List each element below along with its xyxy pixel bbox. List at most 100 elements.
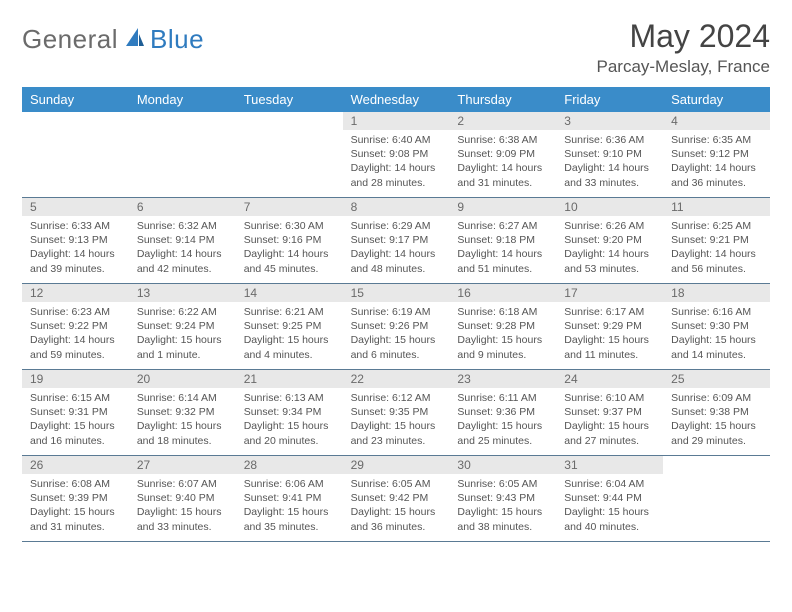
calendar-cell: .: [663, 456, 770, 542]
day-details: Sunrise: 6:16 AMSunset: 9:30 PMDaylight:…: [663, 302, 770, 368]
daylight-line: Daylight: 15 hours and 23 minutes.: [351, 419, 442, 447]
sunrise-line: Sunrise: 6:30 AM: [244, 219, 335, 233]
sunrise-line: Sunrise: 6:09 AM: [671, 391, 762, 405]
calendar-cell: 13Sunrise: 6:22 AMSunset: 9:24 PMDayligh…: [129, 284, 236, 370]
calendar-cell: 21Sunrise: 6:13 AMSunset: 9:34 PMDayligh…: [236, 370, 343, 456]
daylight-line: Daylight: 14 hours and 45 minutes.: [244, 247, 335, 275]
daylight-line: Daylight: 15 hours and 35 minutes.: [244, 505, 335, 533]
sunrise-line: Sunrise: 6:18 AM: [457, 305, 548, 319]
calendar-cell: 5Sunrise: 6:33 AMSunset: 9:13 PMDaylight…: [22, 198, 129, 284]
sunrise-line: Sunrise: 6:23 AM: [30, 305, 121, 319]
sunset-line: Sunset: 9:29 PM: [564, 319, 655, 333]
day-details: Sunrise: 6:33 AMSunset: 9:13 PMDaylight:…: [22, 216, 129, 282]
day-number: 1: [343, 112, 450, 130]
title-block: May 2024 Parcay-Meslay, France: [596, 18, 770, 81]
day-number: 9: [449, 198, 556, 216]
weekday-header: Sunday: [22, 87, 129, 112]
day-details: Sunrise: 6:25 AMSunset: 9:21 PMDaylight:…: [663, 216, 770, 282]
calendar-cell: 20Sunrise: 6:14 AMSunset: 9:32 PMDayligh…: [129, 370, 236, 456]
daylight-line: Daylight: 14 hours and 33 minutes.: [564, 161, 655, 189]
sunset-line: Sunset: 9:13 PM: [30, 233, 121, 247]
day-details: Sunrise: 6:40 AMSunset: 9:08 PMDaylight:…: [343, 130, 450, 196]
sail-icon: [124, 26, 146, 53]
sunset-line: Sunset: 9:20 PM: [564, 233, 655, 247]
calendar-cell: 18Sunrise: 6:16 AMSunset: 9:30 PMDayligh…: [663, 284, 770, 370]
sunset-line: Sunset: 9:41 PM: [244, 491, 335, 505]
day-details: Sunrise: 6:32 AMSunset: 9:14 PMDaylight:…: [129, 216, 236, 282]
sunset-line: Sunset: 9:09 PM: [457, 147, 548, 161]
sunset-line: Sunset: 9:32 PM: [137, 405, 228, 419]
month-title: May 2024: [596, 18, 770, 55]
sunset-line: Sunset: 9:16 PM: [244, 233, 335, 247]
calendar-cell: 6Sunrise: 6:32 AMSunset: 9:14 PMDaylight…: [129, 198, 236, 284]
daylight-line: Daylight: 15 hours and 40 minutes.: [564, 505, 655, 533]
day-details: Sunrise: 6:23 AMSunset: 9:22 PMDaylight:…: [22, 302, 129, 368]
day-details: Sunrise: 6:26 AMSunset: 9:20 PMDaylight:…: [556, 216, 663, 282]
sunrise-line: Sunrise: 6:08 AM: [30, 477, 121, 491]
daylight-line: Daylight: 15 hours and 16 minutes.: [30, 419, 121, 447]
calendar-cell: 28Sunrise: 6:06 AMSunset: 9:41 PMDayligh…: [236, 456, 343, 542]
sunrise-line: Sunrise: 6:32 AM: [137, 219, 228, 233]
sunset-line: Sunset: 9:10 PM: [564, 147, 655, 161]
sunset-line: Sunset: 9:38 PM: [671, 405, 762, 419]
sunset-line: Sunset: 9:21 PM: [671, 233, 762, 247]
day-number: 6: [129, 198, 236, 216]
sunrise-line: Sunrise: 6:17 AM: [564, 305, 655, 319]
daylight-line: Daylight: 14 hours and 31 minutes.: [457, 161, 548, 189]
calendar-cell: 11Sunrise: 6:25 AMSunset: 9:21 PMDayligh…: [663, 198, 770, 284]
sunset-line: Sunset: 9:18 PM: [457, 233, 548, 247]
day-details: Sunrise: 6:13 AMSunset: 9:34 PMDaylight:…: [236, 388, 343, 454]
sunset-line: Sunset: 9:17 PM: [351, 233, 442, 247]
daylight-line: Daylight: 15 hours and 1 minute.: [137, 333, 228, 361]
weekday-header: Monday: [129, 87, 236, 112]
day-details: Sunrise: 6:30 AMSunset: 9:16 PMDaylight:…: [236, 216, 343, 282]
sunrise-line: Sunrise: 6:12 AM: [351, 391, 442, 405]
sunset-line: Sunset: 9:25 PM: [244, 319, 335, 333]
day-details: Sunrise: 6:14 AMSunset: 9:32 PMDaylight:…: [129, 388, 236, 454]
day-number: 20: [129, 370, 236, 388]
day-number: 4: [663, 112, 770, 130]
sunset-line: Sunset: 9:26 PM: [351, 319, 442, 333]
page-header: General Blue May 2024 Parcay-Meslay, Fra…: [22, 18, 770, 81]
sunset-line: Sunset: 9:30 PM: [671, 319, 762, 333]
day-number: 21: [236, 370, 343, 388]
day-number: 27: [129, 456, 236, 474]
daylight-line: Daylight: 15 hours and 20 minutes.: [244, 419, 335, 447]
daylight-line: Daylight: 15 hours and 11 minutes.: [564, 333, 655, 361]
day-details: [236, 130, 343, 139]
sunrise-line: Sunrise: 6:27 AM: [457, 219, 548, 233]
sunrise-line: Sunrise: 6:26 AM: [564, 219, 655, 233]
calendar-cell: 16Sunrise: 6:18 AMSunset: 9:28 PMDayligh…: [449, 284, 556, 370]
daylight-line: Daylight: 15 hours and 25 minutes.: [457, 419, 548, 447]
day-number: 15: [343, 284, 450, 302]
day-number: 7: [236, 198, 343, 216]
day-details: Sunrise: 6:35 AMSunset: 9:12 PMDaylight:…: [663, 130, 770, 196]
sunrise-line: Sunrise: 6:10 AM: [564, 391, 655, 405]
sunrise-line: Sunrise: 6:35 AM: [671, 133, 762, 147]
day-details: [663, 474, 770, 483]
day-details: Sunrise: 6:05 AMSunset: 9:43 PMDaylight:…: [449, 474, 556, 540]
day-number: 16: [449, 284, 556, 302]
logo-text-blue: Blue: [150, 24, 204, 55]
sunrise-line: Sunrise: 6:04 AM: [564, 477, 655, 491]
day-details: Sunrise: 6:04 AMSunset: 9:44 PMDaylight:…: [556, 474, 663, 540]
day-number: 3: [556, 112, 663, 130]
calendar-grid: ...1Sunrise: 6:40 AMSunset: 9:08 PMDayli…: [22, 112, 770, 542]
day-number: 31: [556, 456, 663, 474]
sunset-line: Sunset: 9:43 PM: [457, 491, 548, 505]
daylight-line: Daylight: 14 hours and 53 minutes.: [564, 247, 655, 275]
sunset-line: Sunset: 9:22 PM: [30, 319, 121, 333]
calendar-cell: 31Sunrise: 6:04 AMSunset: 9:44 PMDayligh…: [556, 456, 663, 542]
calendar-cell: .: [129, 112, 236, 198]
sunset-line: Sunset: 9:34 PM: [244, 405, 335, 419]
day-number: 8: [343, 198, 450, 216]
day-number: 24: [556, 370, 663, 388]
day-number: 13: [129, 284, 236, 302]
daylight-line: Daylight: 15 hours and 27 minutes.: [564, 419, 655, 447]
day-number: 14: [236, 284, 343, 302]
daylight-line: Daylight: 15 hours and 9 minutes.: [457, 333, 548, 361]
weekday-header: Thursday: [449, 87, 556, 112]
daylight-line: Daylight: 15 hours and 4 minutes.: [244, 333, 335, 361]
calendar-cell: 23Sunrise: 6:11 AMSunset: 9:36 PMDayligh…: [449, 370, 556, 456]
daylight-line: Daylight: 14 hours and 56 minutes.: [671, 247, 762, 275]
